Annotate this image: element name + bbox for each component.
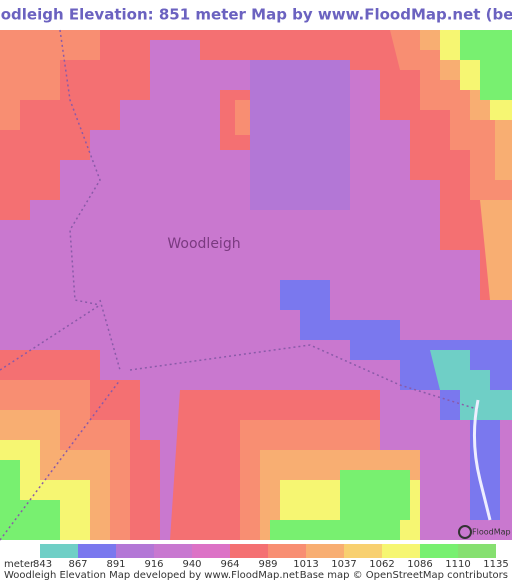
- legend-swatch: [268, 544, 306, 558]
- footer-left: Woodleigh Elevation Map developed by www…: [4, 570, 299, 581]
- legend-swatch: [116, 544, 154, 558]
- legend-value: 843: [33, 559, 52, 570]
- legend-swatch: [230, 544, 268, 558]
- title-bar: [0, 0, 512, 30]
- legend-value: 1037: [331, 559, 356, 570]
- legend-swatch: [78, 544, 116, 558]
- legend-value: 1135: [483, 559, 508, 570]
- legend-value: 964: [220, 559, 239, 570]
- legend-value: 1062: [369, 559, 394, 570]
- legend-swatch: [40, 544, 78, 558]
- legend-swatch: [154, 544, 192, 558]
- footer-right: Base map © OpenStreetMap contributors: [300, 570, 508, 581]
- logo: FloodMap: [458, 525, 511, 539]
- legend-value: 891: [106, 559, 125, 570]
- legend-value: 1110: [445, 559, 470, 570]
- legend-swatch: [420, 544, 458, 558]
- title: Woodleigh Elevation: 851 meter Map by ww…: [0, 6, 512, 24]
- place-label: Woodleigh: [167, 236, 240, 252]
- legend-swatch: [458, 544, 496, 558]
- legend-swatch: [344, 544, 382, 558]
- legend-value: 916: [144, 559, 163, 570]
- legend-value: 1086: [407, 559, 432, 570]
- legend-value: 1013: [293, 559, 318, 570]
- legend-value: 940: [182, 559, 201, 570]
- logo-text: FloodMap: [472, 528, 511, 537]
- legend-value: 989: [258, 559, 277, 570]
- elevation-map: [0, 29, 512, 541]
- legend-swatch: [192, 544, 230, 558]
- legend-value: 867: [68, 559, 87, 570]
- legend-swatch: [306, 544, 344, 558]
- legend-swatch: [382, 544, 420, 558]
- legend-unit: meter: [4, 559, 35, 570]
